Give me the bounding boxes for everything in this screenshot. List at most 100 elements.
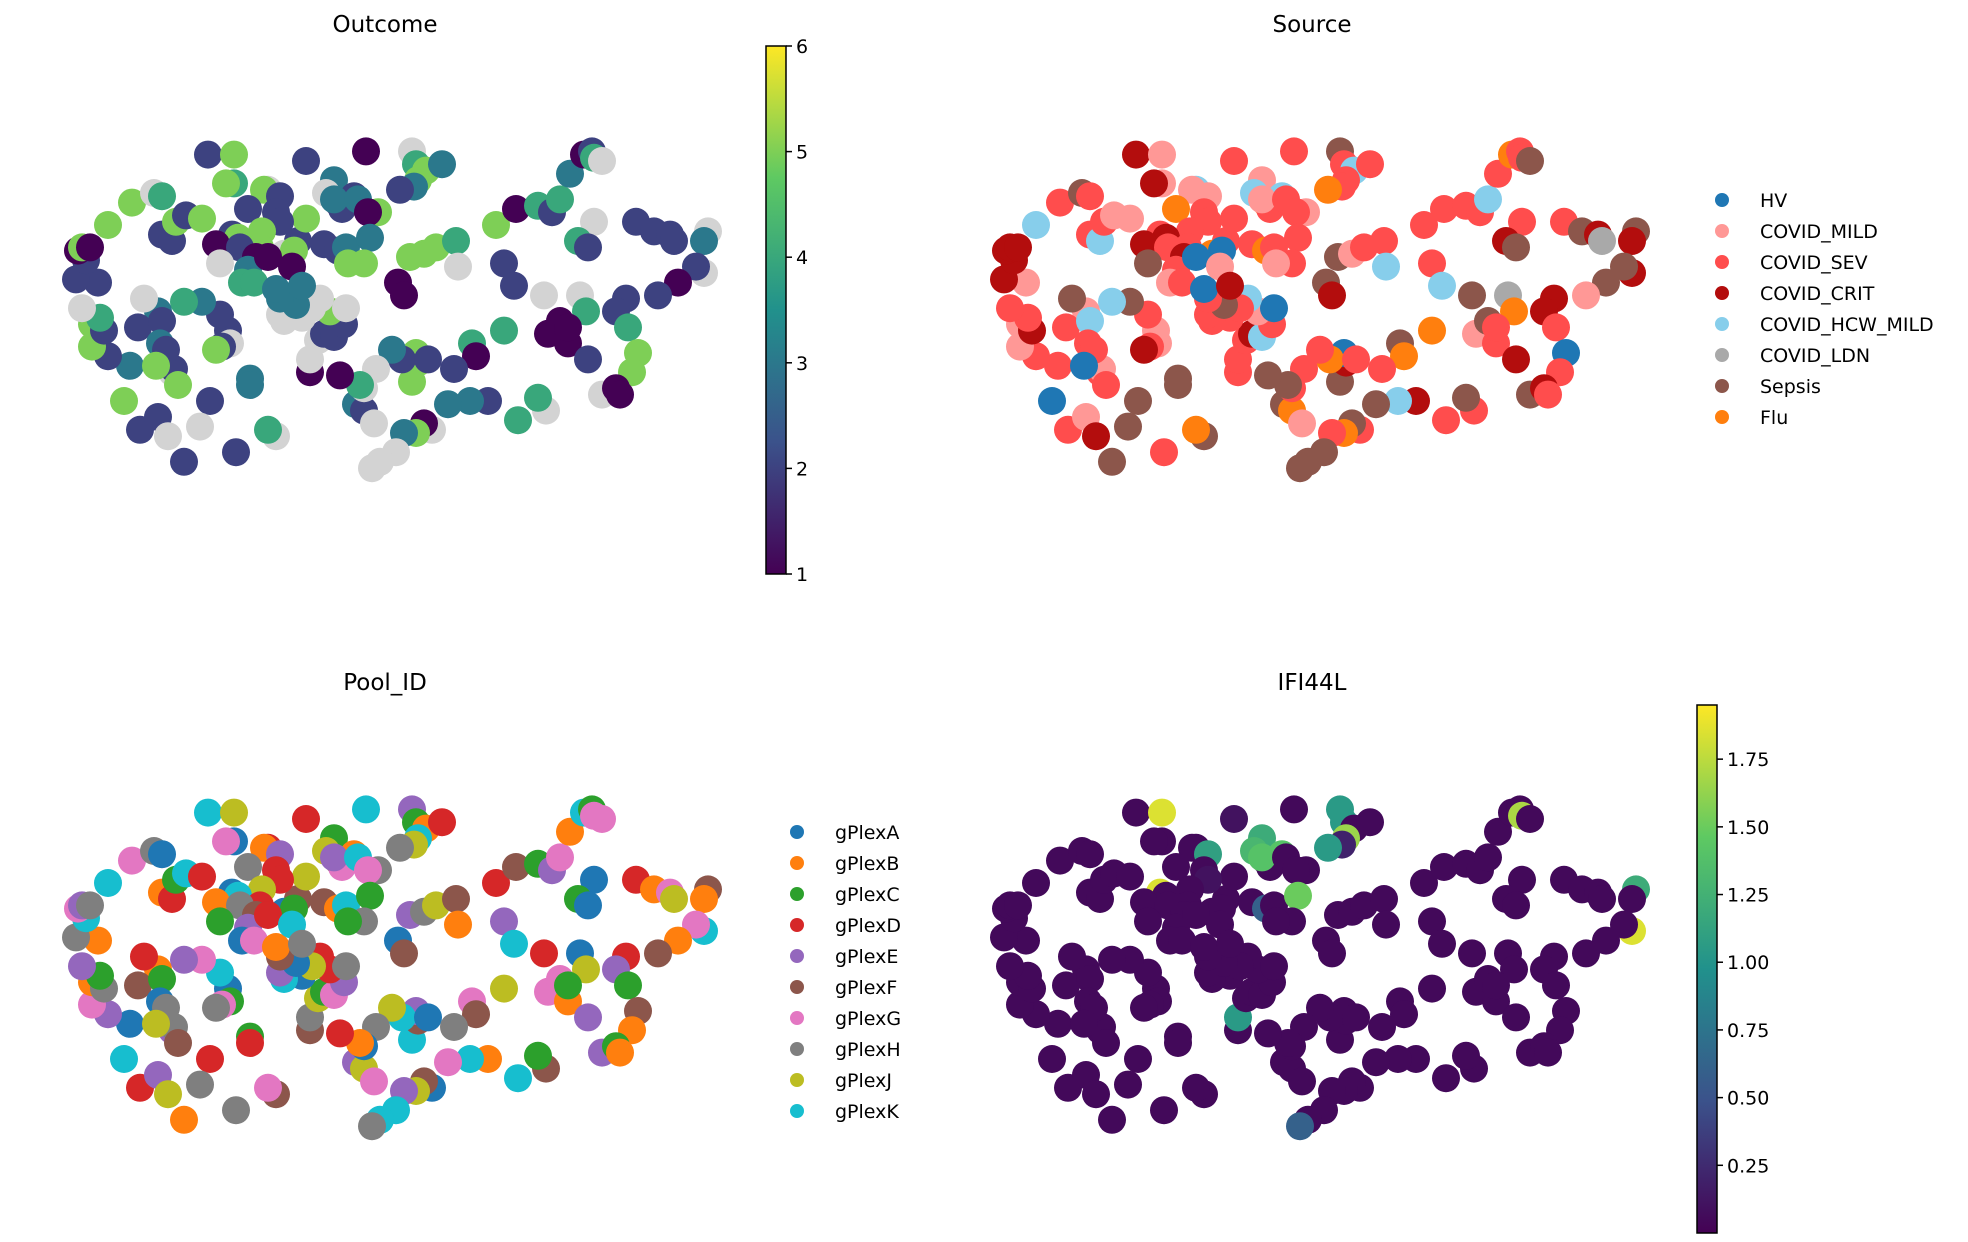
legend-label: gPlexF bbox=[835, 977, 897, 999]
scatter-point bbox=[390, 281, 418, 310]
scatter-point bbox=[1140, 827, 1168, 856]
scatter-point bbox=[356, 881, 384, 910]
scatter-point bbox=[236, 1029, 264, 1057]
scatter-point bbox=[690, 227, 718, 255]
scatter-point bbox=[1022, 211, 1050, 239]
scatter-point bbox=[1148, 798, 1176, 827]
scatter-point bbox=[148, 182, 176, 211]
scatter-point bbox=[1288, 1067, 1316, 1096]
scatter-point bbox=[220, 798, 248, 827]
scatter-point bbox=[482, 211, 510, 239]
scatter-point bbox=[524, 1041, 552, 1070]
scatter-point bbox=[1372, 252, 1400, 281]
scatter-point bbox=[1306, 993, 1334, 1022]
scatter-point bbox=[1134, 907, 1162, 936]
scatter-point bbox=[414, 345, 442, 374]
legend-label: Sepsis bbox=[1760, 376, 1821, 398]
scatter-point bbox=[1280, 795, 1308, 824]
scatter-point bbox=[462, 342, 490, 371]
scatter-point bbox=[1474, 843, 1502, 872]
scatter-point bbox=[1004, 891, 1032, 920]
scatter-point bbox=[76, 233, 104, 262]
scatter-point bbox=[1116, 862, 1144, 891]
scatter-point bbox=[1384, 387, 1412, 415]
scatter-point bbox=[332, 294, 360, 323]
scatter-point bbox=[556, 159, 584, 188]
scatter-point bbox=[194, 140, 222, 169]
scatter-point bbox=[1314, 175, 1342, 204]
scatter-points bbox=[990, 137, 1650, 483]
legend-label: gPlexG bbox=[835, 1008, 901, 1030]
legend-marker bbox=[1715, 286, 1729, 300]
scatter-point bbox=[186, 1070, 214, 1099]
scatter-point bbox=[1410, 869, 1438, 897]
scatter-point bbox=[1182, 415, 1210, 444]
scatter-point bbox=[572, 297, 600, 326]
scatter-point bbox=[142, 351, 170, 380]
legend-marker bbox=[790, 1104, 804, 1118]
scatter-point bbox=[1070, 351, 1098, 380]
colorbar-tick-label: 3 bbox=[796, 353, 808, 375]
scatter-point bbox=[1012, 926, 1040, 955]
scatter-point bbox=[1458, 281, 1486, 310]
scatter-point bbox=[1482, 971, 1510, 1000]
scatter-point bbox=[1618, 885, 1646, 913]
scatter-point bbox=[440, 355, 468, 383]
scatter-point bbox=[292, 204, 320, 233]
scatter-point bbox=[428, 150, 456, 179]
scatter-point bbox=[206, 907, 234, 936]
scatter-point bbox=[320, 843, 348, 872]
legend-label: gPlexB bbox=[835, 853, 899, 875]
scatter-point bbox=[428, 808, 456, 837]
scatter-point bbox=[444, 910, 472, 939]
scatter-point bbox=[606, 1038, 634, 1067]
legend-marker bbox=[1715, 317, 1729, 331]
scatter-point bbox=[1452, 1041, 1480, 1070]
scatter-point bbox=[116, 351, 144, 380]
scatter-point bbox=[1534, 1038, 1562, 1067]
scatter-point bbox=[1282, 856, 1310, 885]
scatter-point bbox=[1124, 387, 1152, 415]
scatter-point bbox=[1216, 271, 1244, 300]
scatter-point bbox=[84, 926, 112, 955]
scatter-point bbox=[202, 993, 230, 1022]
panel-pool-id: Pool_ID gPlexAgPlexBgPlexCgPlexDgPlexEgP… bbox=[62, 670, 901, 1141]
scatter-point bbox=[1284, 223, 1312, 252]
scatter-point bbox=[130, 942, 158, 971]
scatter-point bbox=[292, 862, 320, 891]
scatter-point bbox=[170, 945, 198, 974]
scatter-point bbox=[1130, 335, 1158, 364]
scatter-point bbox=[222, 438, 250, 467]
scatter-point bbox=[1368, 1013, 1396, 1041]
scatter-point bbox=[1148, 140, 1176, 169]
scatter-point bbox=[236, 371, 264, 399]
scatter-point bbox=[1140, 169, 1168, 198]
scatter-point bbox=[1384, 1045, 1412, 1073]
scatter-point bbox=[1098, 287, 1126, 316]
scatter-point bbox=[1484, 817, 1512, 846]
scatter-point bbox=[196, 387, 224, 415]
scatter-point bbox=[1070, 1009, 1098, 1038]
scatter-point bbox=[1052, 971, 1080, 1000]
colorbar-tick-label: 0.25 bbox=[1727, 1155, 1769, 1177]
scatter-point bbox=[580, 865, 608, 894]
scatter-point bbox=[1410, 211, 1438, 239]
scatter-point bbox=[148, 307, 176, 335]
scatter-point bbox=[1150, 1096, 1178, 1125]
scatter-point bbox=[574, 345, 602, 374]
scatter-points bbox=[62, 795, 722, 1141]
scatter-point bbox=[1076, 965, 1104, 993]
scatter-point bbox=[170, 447, 198, 476]
scatter-point bbox=[574, 233, 602, 262]
scatter-point bbox=[386, 833, 414, 862]
scatter-point bbox=[1220, 204, 1248, 233]
scatter-point bbox=[1484, 159, 1512, 188]
scatter-point bbox=[644, 939, 672, 968]
scatter-point bbox=[1362, 390, 1390, 419]
scatter-point bbox=[1098, 1105, 1126, 1134]
scatter-point bbox=[1342, 1003, 1370, 1032]
colorbar-tick-label: 1 bbox=[796, 564, 808, 586]
scatter-point bbox=[664, 926, 692, 955]
scatter-point bbox=[206, 249, 234, 278]
scatter-point bbox=[1314, 833, 1342, 862]
